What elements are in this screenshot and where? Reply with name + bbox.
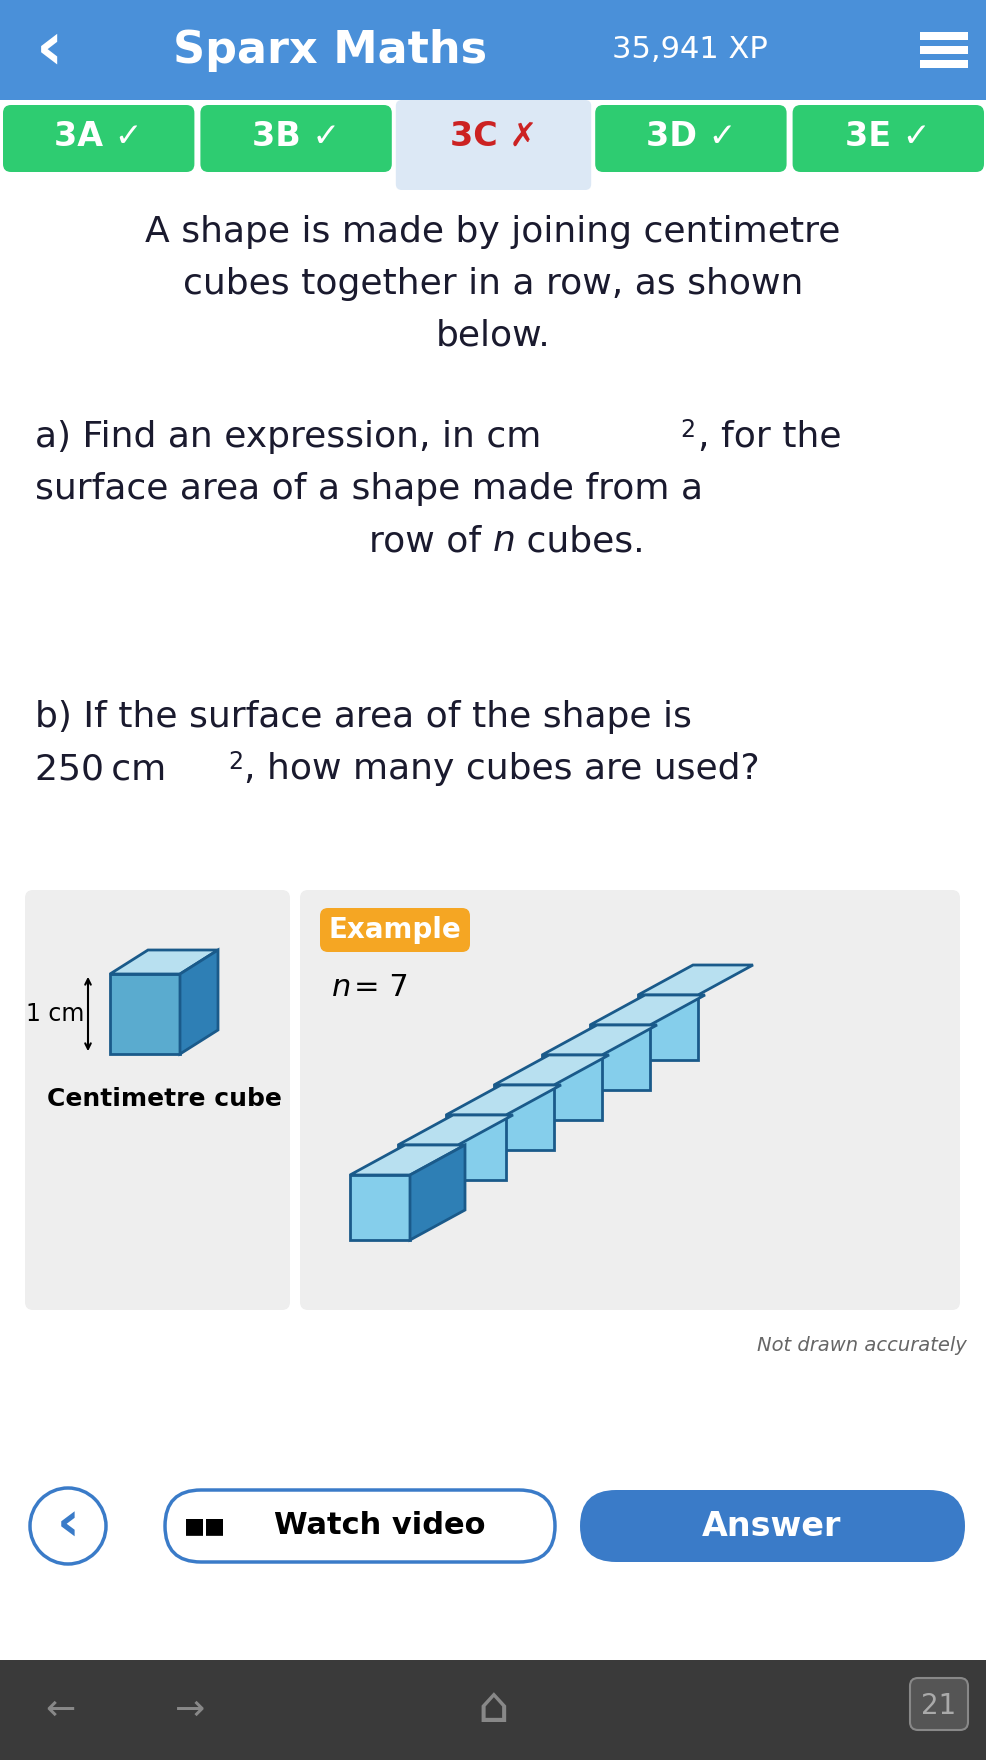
Text: = 7: = 7 [354, 973, 408, 1003]
Text: n: n [492, 524, 516, 558]
Polygon shape [109, 973, 179, 1054]
Polygon shape [637, 964, 752, 994]
Polygon shape [494, 1084, 553, 1149]
Text: ‹: ‹ [56, 1500, 79, 1552]
Bar [0, 0, 986, 100]
Text: Not drawn accurately: Not drawn accurately [756, 1336, 966, 1355]
Bar [0, 174, 986, 1660]
Text: A shape is made by joining centimetre: A shape is made by joining centimetre [145, 215, 840, 248]
Polygon shape [590, 994, 704, 1024]
FancyBboxPatch shape [200, 106, 391, 172]
Text: 21: 21 [921, 1691, 955, 1720]
FancyBboxPatch shape [595, 106, 786, 172]
Text: Example: Example [328, 915, 460, 943]
Polygon shape [397, 1116, 513, 1146]
Text: cubes.: cubes. [515, 524, 644, 558]
Polygon shape [590, 1024, 650, 1089]
Bar [0, 1660, 986, 1760]
Text: ←: ← [44, 1693, 75, 1727]
Polygon shape [350, 1176, 409, 1241]
Text: →: → [175, 1693, 205, 1727]
Text: Watch video: Watch video [274, 1512, 485, 1540]
FancyBboxPatch shape [165, 1491, 554, 1561]
Polygon shape [446, 1116, 506, 1179]
FancyBboxPatch shape [909, 1677, 967, 1730]
FancyBboxPatch shape [792, 106, 983, 172]
Polygon shape [350, 1146, 464, 1176]
Text: 3B ✓: 3B ✓ [251, 120, 340, 153]
Bar [919, 32, 967, 40]
Text: a) Find an expression, in cm: a) Find an expression, in cm [35, 421, 541, 454]
Text: row of: row of [369, 524, 492, 558]
Polygon shape [179, 950, 218, 1054]
FancyBboxPatch shape [25, 891, 290, 1309]
Text: b) If the surface area of the shape is: b) If the surface area of the shape is [35, 700, 691, 734]
FancyBboxPatch shape [300, 891, 959, 1309]
FancyBboxPatch shape [319, 908, 469, 952]
Text: cubes together in a row, as shown: cubes together in a row, as shown [182, 268, 803, 301]
Bar [919, 46, 967, 55]
Polygon shape [409, 1146, 464, 1241]
Text: 2: 2 [679, 417, 694, 442]
Text: ■■: ■■ [183, 1515, 226, 1536]
Text: 3E ✓: 3E ✓ [845, 120, 930, 153]
Text: ⌂: ⌂ [476, 1684, 509, 1732]
Text: 35,941 XP: 35,941 XP [611, 35, 767, 65]
Text: 2: 2 [228, 750, 243, 774]
FancyBboxPatch shape [395, 100, 591, 190]
Polygon shape [109, 950, 218, 973]
FancyBboxPatch shape [580, 1491, 964, 1561]
Polygon shape [446, 1084, 560, 1116]
Text: Centimetre cube: Centimetre cube [46, 1088, 281, 1111]
Text: ‹: ‹ [36, 18, 64, 83]
Text: , for the: , for the [697, 421, 841, 454]
Circle shape [30, 1487, 106, 1565]
Text: 3A ✓: 3A ✓ [54, 120, 143, 153]
Text: Sparx Maths: Sparx Maths [173, 28, 486, 72]
Polygon shape [541, 1054, 601, 1119]
Bar [919, 60, 967, 69]
Text: surface area of a shape made from a: surface area of a shape made from a [35, 472, 702, 505]
FancyBboxPatch shape [3, 106, 194, 172]
Text: , how many cubes are used?: , how many cubes are used? [244, 752, 759, 787]
Polygon shape [494, 1054, 608, 1084]
Polygon shape [637, 994, 697, 1060]
Text: 1 cm: 1 cm [26, 1001, 84, 1026]
Text: 3D ✓: 3D ✓ [645, 120, 736, 153]
Text: below.: below. [435, 319, 550, 354]
Polygon shape [541, 1024, 657, 1054]
Text: 250 cm: 250 cm [35, 752, 166, 787]
Polygon shape [397, 1146, 458, 1209]
Text: 3C ✗: 3C ✗ [450, 120, 536, 153]
Text: Answer: Answer [702, 1510, 841, 1542]
Text: n: n [331, 973, 351, 1003]
